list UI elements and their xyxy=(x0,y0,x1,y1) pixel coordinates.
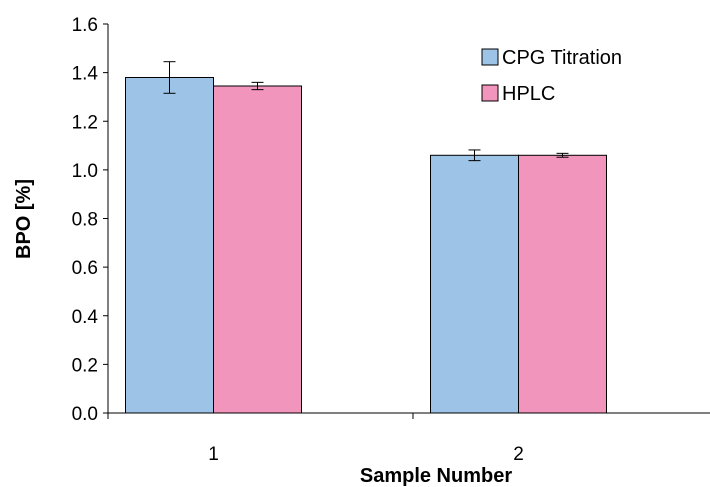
x-tick-label: 2 xyxy=(513,444,524,465)
legend-swatch-cpg-titration xyxy=(481,48,499,66)
bar-cpg-titration-2 xyxy=(430,154,519,414)
y-tick-label: 0.2 xyxy=(72,355,98,376)
error-bars-group xyxy=(163,61,569,162)
x-axis-title: Sample Number xyxy=(360,465,512,487)
y-tick-label: 0.8 xyxy=(72,210,98,231)
legend: CPG Titration HPLC xyxy=(481,47,622,105)
x-tick-label: 1 xyxy=(208,444,219,465)
bar-hplc-2 xyxy=(518,154,607,414)
y-axis-title: BPO [%] xyxy=(13,179,35,259)
bars-group xyxy=(125,76,607,414)
y-tick-label: 0.0 xyxy=(72,404,98,425)
y-tick-label: 1.4 xyxy=(72,64,99,85)
legend-label: HPLC xyxy=(502,83,555,105)
bar-hplc-1 xyxy=(213,85,302,414)
legend-label: CPG Titration xyxy=(502,47,622,69)
legend-swatch-hplc xyxy=(481,84,499,102)
y-tick-label: 0.6 xyxy=(72,258,98,279)
bar-cpg-titration-1 xyxy=(125,76,214,414)
y-ticks-group: 0.0 0.2 0.4 0.6 0.8 1.0 1.2 1.4 1.6 xyxy=(72,15,108,425)
y-tick-label: 1.6 xyxy=(72,15,98,36)
y-tick-label: 0.4 xyxy=(72,307,99,328)
y-tick-label: 1.0 xyxy=(72,161,98,182)
y-tick-label: 1.2 xyxy=(72,112,98,133)
